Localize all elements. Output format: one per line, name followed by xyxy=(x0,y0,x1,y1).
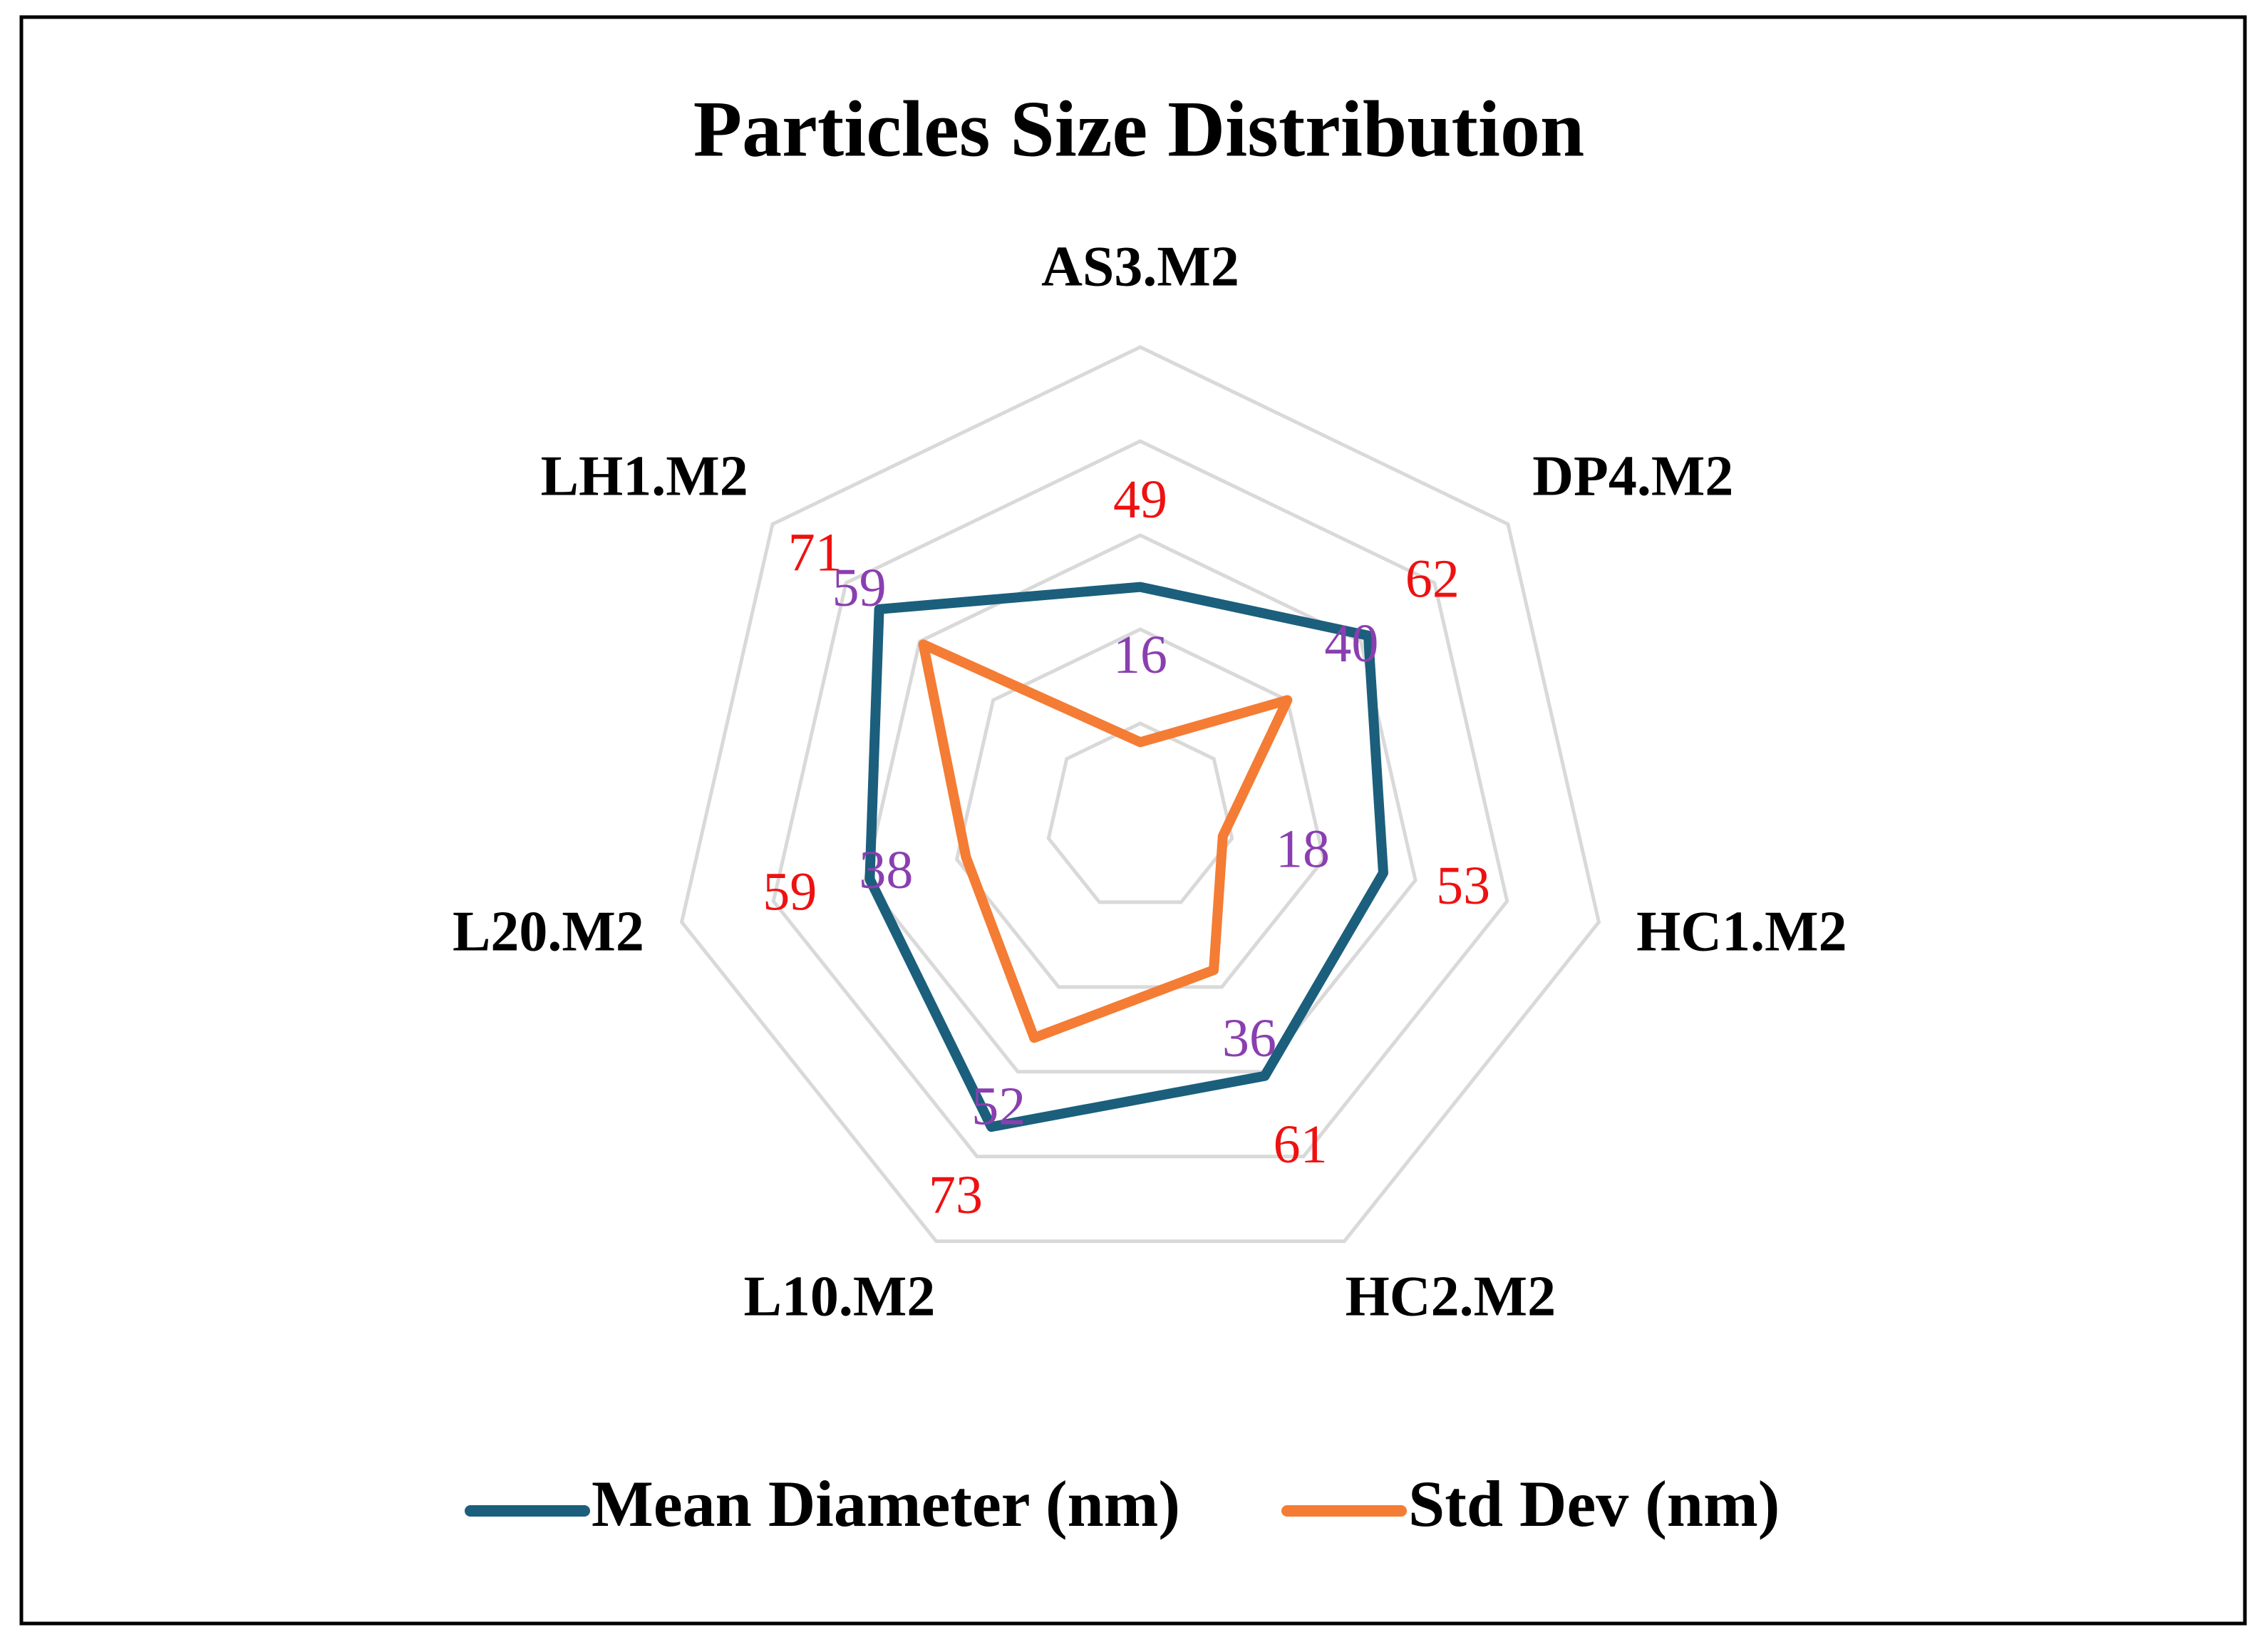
value-label: 49 xyxy=(1113,470,1167,530)
legend-label: Std Dev (nm) xyxy=(1408,1467,1780,1540)
value-label: 62 xyxy=(1405,549,1460,609)
value-label: 18 xyxy=(1276,819,1330,879)
chart-title: Particles Size Distribution xyxy=(693,86,1584,174)
category-label: HC2.M2 xyxy=(1346,1266,1556,1328)
value-label: 71 xyxy=(788,523,842,583)
value-label: 73 xyxy=(929,1165,983,1225)
series-line xyxy=(918,639,1293,1043)
grid-ring xyxy=(954,627,1326,989)
legend-label: Mean Diameter (nm) xyxy=(592,1467,1180,1540)
chart-frame xyxy=(19,15,2247,1626)
grid-ring xyxy=(771,439,1509,1159)
value-label: 61 xyxy=(1274,1115,1328,1175)
value-label: 40 xyxy=(1324,614,1378,673)
grid-ring xyxy=(1046,721,1234,904)
value-label: 59 xyxy=(832,558,887,618)
category-label: L20.M2 xyxy=(453,900,644,963)
grid-ring xyxy=(679,345,1601,1244)
value-label: 16 xyxy=(1113,625,1167,685)
value-label: 36 xyxy=(1222,1008,1276,1068)
category-label: DP4.M2 xyxy=(1532,445,1733,508)
value-label: 38 xyxy=(859,840,913,900)
value-label: 52 xyxy=(971,1076,1026,1136)
category-label: LH1.M2 xyxy=(541,445,748,508)
category-label: HC1.M2 xyxy=(1636,900,1847,963)
series-line xyxy=(864,582,1388,1132)
category-label: L10.M2 xyxy=(744,1266,936,1328)
value-label: 53 xyxy=(1436,856,1490,916)
value-label: 59 xyxy=(763,862,817,922)
category-label: AS3.M2 xyxy=(1041,235,1239,298)
